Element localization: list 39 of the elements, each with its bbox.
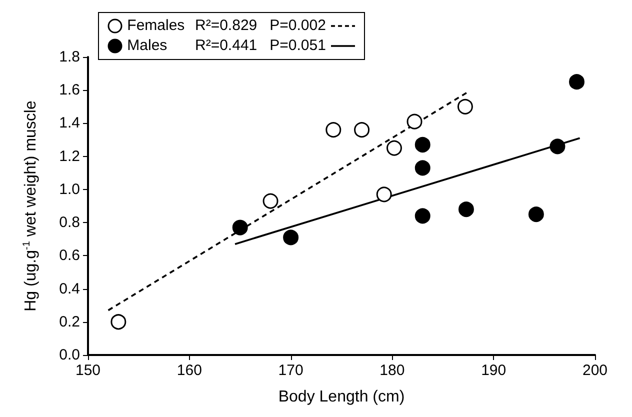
point <box>262 193 278 209</box>
point <box>232 220 248 236</box>
point <box>414 137 430 152</box>
point <box>528 206 544 222</box>
point <box>376 186 392 202</box>
y-tick-label: 1.8 <box>59 48 80 66</box>
x-tick-label: 160 <box>176 362 202 379</box>
y-tick-label: 0.2 <box>59 313 80 330</box>
point <box>283 230 299 246</box>
y-tick-label: 1.2 <box>59 148 80 165</box>
y-tick-label: 0.6 <box>59 247 80 264</box>
y-tick-label: 0.4 <box>59 280 80 298</box>
y-tick-label: 1.6 <box>59 82 80 99</box>
x-tick-label: 170 <box>278 362 304 379</box>
point <box>386 140 402 156</box>
y-tick-label: 0.8 <box>59 214 80 232</box>
text: R²=0.441 P=0.051 <box>195 36 327 56</box>
x-tick-label: 150 <box>75 362 101 379</box>
y-tick-label: 1.0 <box>59 180 80 198</box>
x-tick-label: 200 <box>582 362 608 379</box>
point <box>406 114 422 130</box>
x-axis-title: Body Length (cm) <box>278 388 405 406</box>
y-tick-label: 1.4 <box>59 114 80 132</box>
point <box>414 208 430 224</box>
point <box>569 74 584 90</box>
y-axis-title: Hg (ug.g-1 wet weight) muscle <box>22 100 40 312</box>
legend-label: Females <box>126 16 186 36</box>
point <box>458 202 474 218</box>
y-tick-label: 0.0 <box>59 346 80 364</box>
point <box>457 98 473 114</box>
x-tick-label: 180 <box>380 362 405 379</box>
point <box>110 314 126 330</box>
point <box>354 122 370 138</box>
point <box>414 160 430 176</box>
x-tick-label: 190 <box>481 362 506 379</box>
text: R²=0.829 P=0.002 <box>195 16 327 36</box>
point <box>550 138 566 154</box>
legend-label: Males <box>126 36 168 56</box>
point <box>326 122 342 138</box>
